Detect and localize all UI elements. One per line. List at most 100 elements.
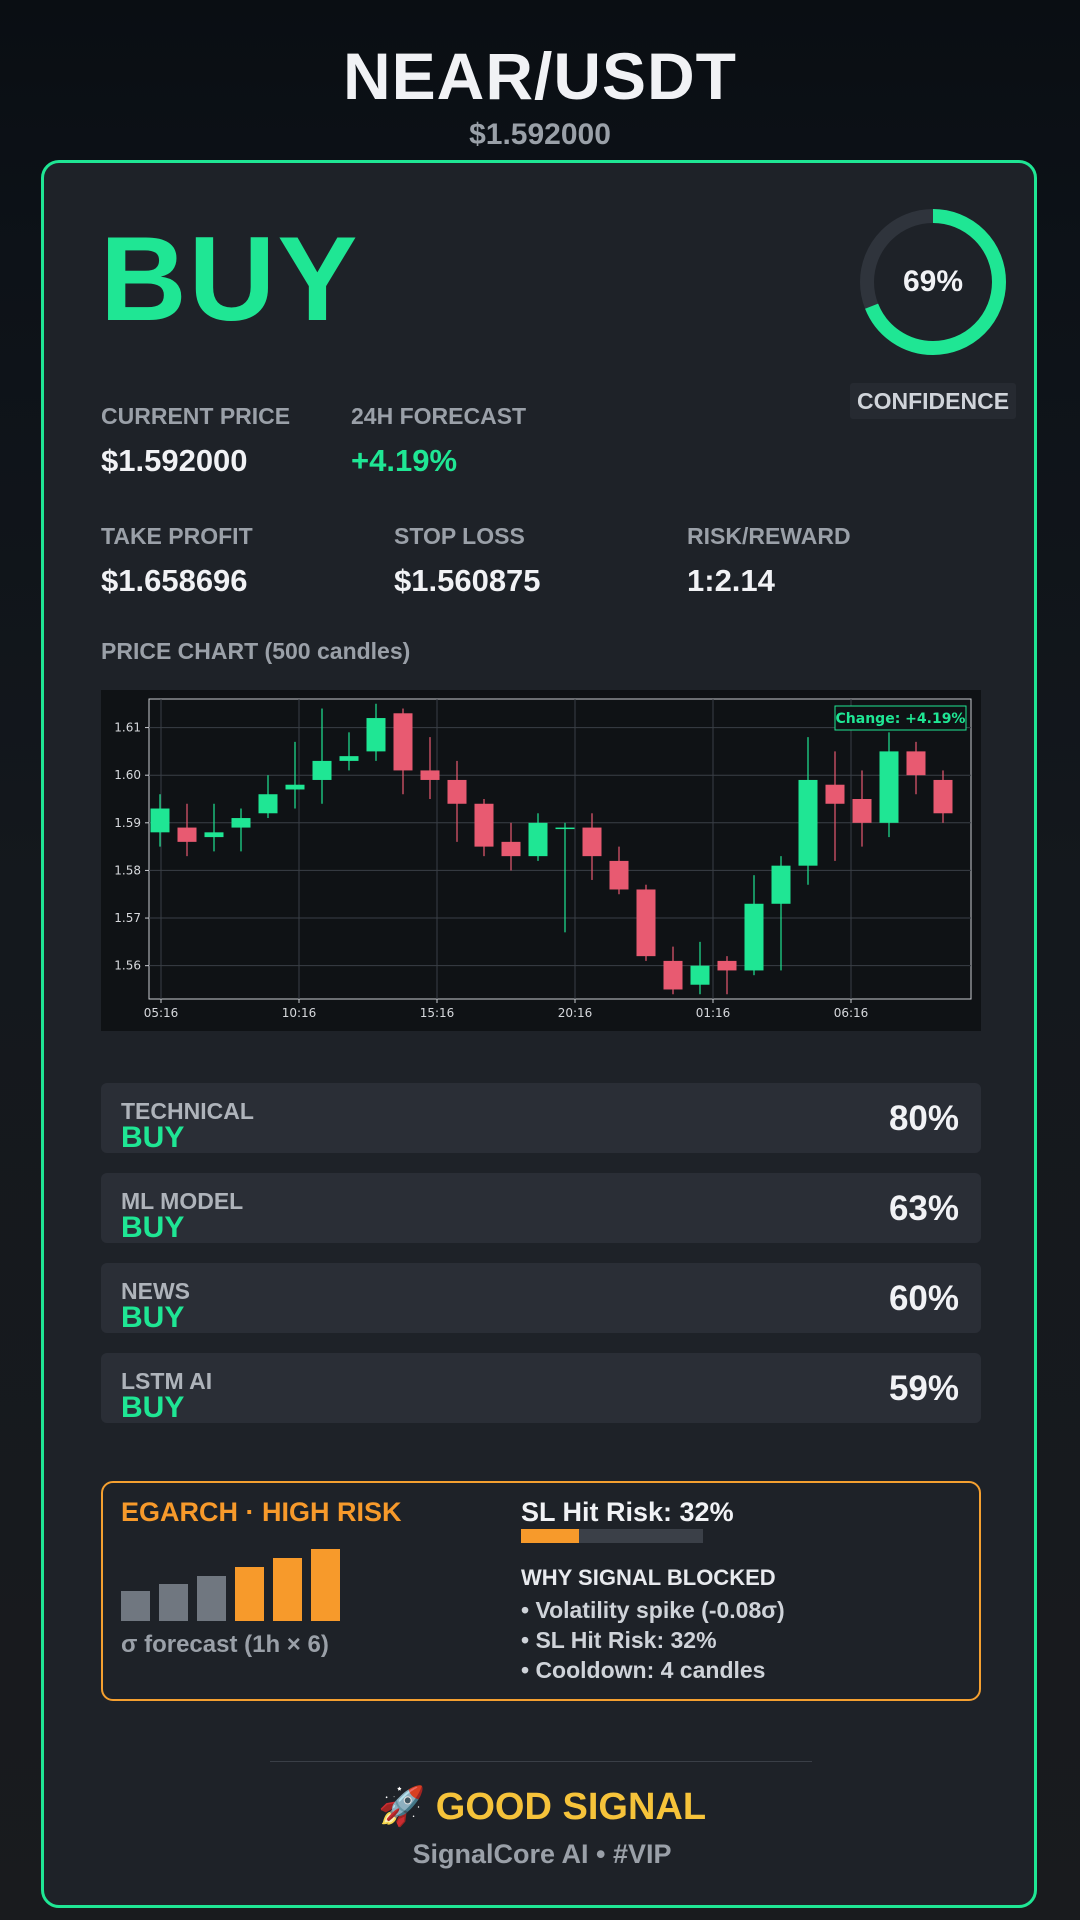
signal-row-technical: TECHNICAL BUY 80% — [101, 1083, 981, 1154]
candle-body — [771, 865, 791, 904]
signal-value: BUY — [121, 1121, 185, 1154]
candle-body — [555, 827, 575, 830]
x-tick-label: 01:16 — [696, 1006, 731, 1020]
y-tick-label: 1.59 — [114, 816, 141, 830]
candle-body — [474, 803, 494, 847]
candle-body — [906, 751, 926, 776]
sl-hit-risk-label: SL Hit Risk: 32% — [521, 1497, 734, 1527]
current-price-label: CURRENT PRICE — [101, 403, 291, 429]
signal-value: BUY — [121, 1211, 185, 1244]
y-tick-label: 1.60 — [114, 768, 141, 782]
candle-body — [501, 841, 521, 857]
take-profit-label: TAKE PROFIT — [101, 523, 253, 549]
candle-body — [339, 756, 359, 761]
good-signal-badge: 🚀 GOOD SIGNAL — [377, 1786, 707, 1828]
signal-percent: 59% — [888, 1369, 959, 1408]
sigma-label: σ forecast (1h × 6) — [121, 1631, 329, 1658]
sigma-bar — [159, 1584, 188, 1621]
x-tick-label: 10:16 — [282, 1006, 317, 1020]
footer-divider — [270, 1761, 812, 1762]
candle-body — [798, 779, 818, 866]
current-price-value: $1.592000 — [101, 443, 248, 478]
sl-hit-risk-fill — [521, 1529, 580, 1543]
signal-percent: 60% — [888, 1279, 959, 1318]
chart-title: PRICE CHART (500 candles) — [101, 638, 411, 664]
x-tick-label: 20:16 — [558, 1006, 593, 1020]
candle-body — [744, 903, 764, 971]
candle-body — [177, 827, 197, 842]
signal-value: BUY — [121, 1391, 185, 1424]
signal-row-ml-model: ML MODEL BUY 63% — [101, 1173, 981, 1244]
signal-name: TECHNICAL — [121, 1098, 254, 1124]
candle-body — [312, 760, 332, 780]
candle-body — [825, 784, 845, 804]
risk-panel: EGARCH · HIGH RISK σ forecast (1h × 6) S… — [101, 1481, 981, 1701]
sigma-bar — [197, 1576, 226, 1621]
candle-body — [285, 784, 305, 790]
why-blocked-title: WHY SIGNAL BLOCKED — [521, 1565, 776, 1590]
block-reason: • Cooldown: 4 candles — [521, 1657, 766, 1683]
y-tick-label: 1.58 — [114, 863, 141, 877]
signal-percent: 63% — [888, 1189, 959, 1228]
candle-body — [258, 794, 278, 814]
candle-body — [150, 808, 170, 833]
sigma-bar — [273, 1558, 302, 1621]
plot-area — [148, 698, 972, 1000]
pair-title: NEAR/USDT — [342, 39, 737, 113]
brand-footer: SignalCore AI • #VIP — [412, 1839, 672, 1869]
signal-row-news: NEWS BUY 60% — [101, 1263, 981, 1334]
signal-name: ML MODEL — [121, 1188, 244, 1214]
candle-body — [663, 960, 683, 990]
confidence-label: CONFIDENCE — [850, 383, 1016, 419]
x-tick-label: 05:16 — [144, 1006, 179, 1020]
change-annotation: Change: +4.19% — [836, 711, 966, 727]
candle-body — [366, 718, 386, 752]
candle-body — [879, 751, 899, 823]
candle-body — [393, 713, 413, 771]
y-tick-label: 1.61 — [114, 721, 141, 735]
risk-reward-label: RISK/REWARD — [687, 523, 851, 549]
candle-body — [690, 965, 710, 985]
block-reason: • Volatility spike (-0.08σ) — [521, 1597, 785, 1623]
price-chart: 05:16 10:16 15:16 20:16 01:16 06:16 1.56 1.57 1.… — [101, 690, 981, 1031]
stop-loss-value: $1.560875 — [394, 563, 541, 598]
take-profit-value: $1.658696 — [101, 563, 248, 598]
signal-percent: 80% — [888, 1099, 959, 1138]
forecast-label: 24H FORECAST — [351, 403, 527, 429]
confidence-value: 69% — [902, 265, 964, 298]
x-tick-label: 15:16 — [420, 1006, 455, 1020]
sigma-bar — [121, 1591, 150, 1621]
candle-body — [636, 889, 656, 957]
candle-body — [852, 799, 872, 823]
stop-loss-label: STOP LOSS — [394, 523, 525, 549]
sigma-bar — [311, 1549, 340, 1621]
candle-body — [420, 770, 440, 780]
confidence-gauge — [860, 209, 1006, 355]
sigma-bar — [235, 1567, 264, 1621]
signal-row-lstm-ai: LSTM AI BUY 59% — [101, 1353, 981, 1424]
signal-name: NEWS — [121, 1278, 190, 1304]
signal-name: LSTM AI — [121, 1368, 213, 1394]
signal-card: BUY 69% CONFIDENCE CURRENT PRICE $1.5920… — [41, 160, 1037, 1908]
y-tick-label: 1.56 — [114, 959, 141, 973]
price-chart-svg: 05:16 10:16 15:16 20:16 01:16 06:16 1.56 1.57 1.… — [114, 698, 972, 1020]
signal-value: BUY — [121, 1301, 185, 1334]
candle-body — [582, 827, 602, 857]
y-tick-label: 1.57 — [114, 911, 141, 925]
risk-title: EGARCH · HIGH RISK — [121, 1497, 402, 1527]
candle-body — [717, 960, 737, 971]
candle-body — [933, 779, 953, 814]
change-annotation-box — [834, 705, 967, 731]
candle-body — [204, 832, 224, 838]
sl-hit-risk-bar — [521, 1529, 703, 1543]
risk-reward-value: 1:2.14 — [687, 563, 775, 598]
candle-body — [528, 822, 548, 857]
signal-action: BUY — [100, 212, 360, 346]
x-tick-label: 06:16 — [834, 1006, 869, 1020]
header-price: $1.592000 — [469, 118, 611, 151]
forecast-value: +4.19% — [351, 443, 458, 478]
block-reason: • SL Hit Risk: 32% — [521, 1627, 717, 1653]
candle-body — [447, 779, 467, 804]
candle-body — [609, 860, 629, 890]
candle-body — [231, 818, 251, 828]
